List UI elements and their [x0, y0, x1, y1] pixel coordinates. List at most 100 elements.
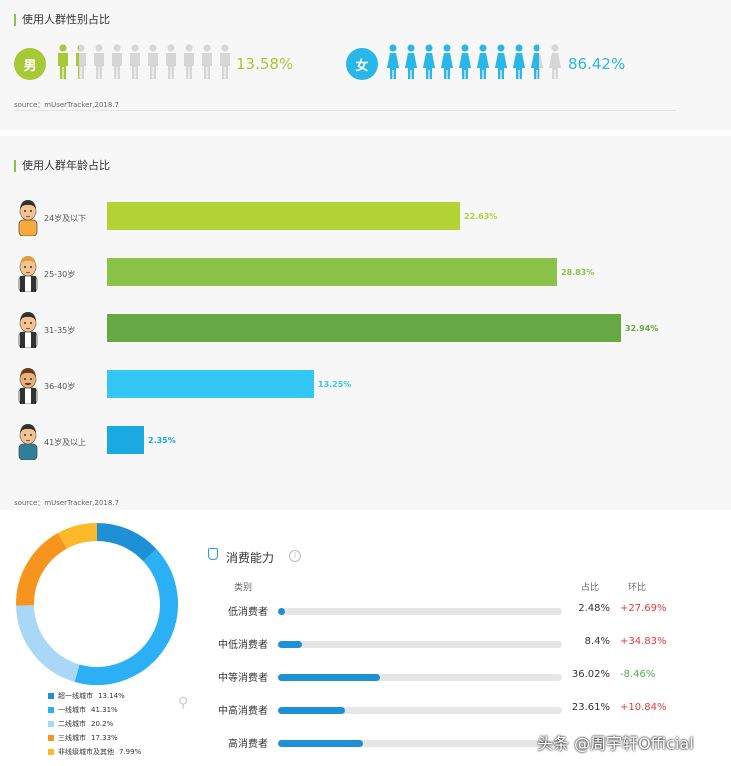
female-person-icon	[458, 44, 474, 84]
consumption-category-label: 低消费者	[228, 607, 268, 618]
female-person-icon	[386, 44, 402, 84]
male-person-icon	[218, 44, 234, 84]
legend-item: 三线城市 17.33%	[48, 731, 141, 745]
female-person-icon	[440, 44, 456, 84]
consumption-share: 23.61%	[571, 702, 610, 713]
legend-label: 二线城市	[58, 720, 86, 728]
legend-item: 二线城市 20.2%	[48, 717, 141, 731]
legend-swatch	[48, 721, 54, 727]
gender-divider	[14, 110, 676, 111]
female-badge-label: 女	[355, 58, 369, 74]
pie-icon: ⚲	[178, 695, 189, 711]
legend-label: 三线城市	[58, 734, 86, 742]
consumption-change: +10.84%	[620, 702, 667, 713]
donut-slice	[16, 604, 80, 682]
female-badge: 女	[346, 48, 378, 80]
avatar-icon	[18, 368, 38, 404]
age-bar-value: 2.35%	[148, 436, 176, 445]
gender-panel: 使用人群性别占比 男 13.58% 女 86.42% source：mUserT…	[0, 0, 731, 130]
avatar-icon	[18, 312, 38, 348]
col-change-header: 环比	[628, 583, 647, 593]
legend-swatch	[48, 735, 54, 741]
consumption-row: 中等消费者 36.02% -8.46%	[200, 667, 680, 687]
male-person-icon	[182, 44, 198, 84]
col-category-header: 类别	[234, 583, 253, 593]
age-bar-value: 22.63%	[464, 212, 498, 221]
consumption-bar	[278, 707, 345, 714]
age-bar-value: 32.94%	[625, 324, 659, 333]
male-person-icon	[200, 44, 216, 84]
consumption-change: -8.46%	[620, 669, 656, 680]
female-person-icon	[422, 44, 438, 84]
consumption-title: 消费能力	[226, 551, 275, 565]
donut-slice	[74, 549, 178, 685]
male-person-icon	[146, 44, 162, 84]
male-person-icon	[128, 44, 144, 84]
male-person-icon	[56, 44, 72, 84]
male-person-icon	[92, 44, 108, 84]
age-row: 36-40岁 13.25%	[0, 366, 731, 406]
age-category-label: 25-30岁	[44, 270, 76, 279]
age-bar	[107, 314, 621, 342]
consumption-row: 低消费者 2.48% +27.69%	[200, 601, 680, 621]
male-pictogram	[56, 44, 234, 84]
consumption-row: 中高消费者 23.61% +10.84%	[200, 700, 680, 720]
legend-swatch	[48, 693, 54, 699]
age-category-label: 31-35岁	[44, 326, 76, 335]
consumption-row: 高消费者	[200, 733, 680, 753]
consumption-share: 36.02%	[571, 669, 610, 680]
avatar-icon	[18, 200, 38, 236]
donut-slice	[96, 523, 157, 562]
gender-title: 使用人群性别占比	[14, 14, 110, 26]
avatar-icon	[18, 256, 38, 292]
consumption-row: 中低消费者 8.4% +34.83%	[200, 634, 680, 654]
female-person-icon	[476, 44, 492, 84]
female-person-icon	[530, 44, 546, 84]
age-bar-value: 28.83%	[561, 268, 595, 277]
gender-source: source：mUserTracker,2018.7	[14, 101, 119, 109]
male-person-icon	[110, 44, 126, 84]
male-badge: 男	[14, 48, 46, 80]
age-source: source：mUserTracker,2018.7	[14, 499, 119, 507]
avatar-icon	[18, 424, 38, 460]
male-badge-label: 男	[23, 58, 37, 74]
consumption-change: +27.69%	[620, 603, 667, 614]
consumption-category-label: 中等消费者	[218, 673, 268, 684]
consumption-track	[278, 674, 562, 681]
consumption-category-label: 中低消费者	[218, 640, 268, 651]
age-category-label: 36-40岁	[44, 382, 76, 391]
male-person-icon	[164, 44, 180, 84]
consumption-bar	[278, 674, 380, 681]
age-category-label: 24岁及以下	[44, 214, 87, 223]
consumption-track	[278, 608, 562, 615]
consumption-bar	[278, 641, 302, 648]
age-row: 41岁及以上 2.35%	[0, 422, 731, 462]
female-pictogram	[386, 44, 564, 84]
legend-label: 非线级城市及其他	[58, 748, 114, 756]
age-row: 25-30岁 28.83%	[0, 254, 731, 294]
female-person-icon	[512, 44, 528, 84]
info-icon[interactable]: i	[289, 550, 301, 562]
legend-value: 7.99%	[119, 748, 142, 756]
legend-label: 一线城市	[58, 706, 86, 714]
female-person-icon	[404, 44, 420, 84]
consumption-track	[278, 707, 562, 714]
donut-slice	[16, 533, 67, 606]
legend-swatch	[48, 707, 54, 713]
legend-swatch	[48, 749, 54, 755]
consumption-category-label: 中高消费者	[218, 706, 268, 717]
legend-value: 41.31%	[91, 706, 118, 714]
col-share-header: 占比	[581, 583, 600, 593]
donut-slice	[58, 523, 98, 549]
age-bar-value: 13.25%	[318, 380, 352, 389]
consumption-bar	[278, 608, 285, 615]
consumption-track	[278, 641, 562, 648]
consumption-share: 8.4%	[584, 636, 610, 647]
age-panel: 使用人群年龄占比 24岁及以下 22.63% 25-30岁 28.83% 31-35岁 3…	[0, 136, 731, 510]
legend-item: 非线级城市及其他 7.99%	[48, 745, 141, 759]
female-person-icon	[494, 44, 510, 84]
age-category-label: 41岁及以上	[44, 438, 87, 447]
age-bar	[107, 202, 460, 230]
age-bar	[107, 258, 557, 286]
consumption-category-label: 高消费者	[228, 739, 268, 750]
